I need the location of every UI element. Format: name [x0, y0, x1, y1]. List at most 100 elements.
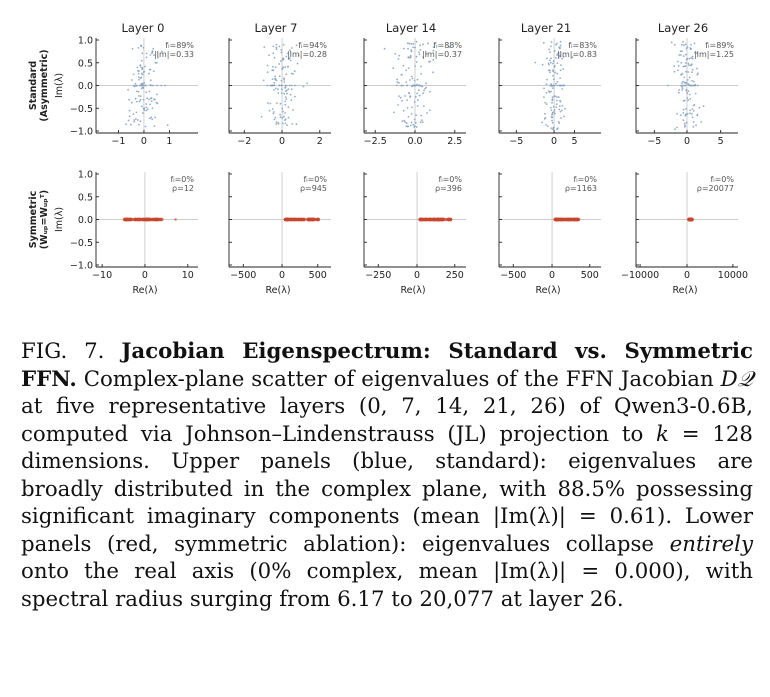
- eigenvalue-point: [696, 84, 699, 87]
- eigenvalue-point: [397, 58, 400, 60]
- eigenvalue-point: [549, 59, 551, 62]
- eigenvalue-point: [150, 84, 153, 87]
- eigenvalue-point: [432, 217, 436, 222]
- eigenvalue-point: [316, 217, 321, 222]
- eigenvalue-point: [686, 97, 689, 99]
- eigenvalue-point: [559, 40, 562, 43]
- eigenvalue-point: [284, 96, 287, 98]
- eigenvalue-point: [570, 217, 574, 222]
- eigenvalue-point: [274, 75, 276, 78]
- eigenvalue-point: [550, 109, 553, 111]
- eigenvalue-point: [271, 78, 274, 80]
- eigenvalue-point: [285, 73, 288, 76]
- eigenvalue-point: [138, 76, 140, 79]
- eigenvalue-point: [137, 119, 139, 121]
- eigenvalue-point: [552, 111, 554, 114]
- eigenvalue-point: [405, 81, 408, 84]
- y-tick-label: 0.5: [78, 192, 93, 203]
- eigenvalue-point: [556, 96, 558, 98]
- eigenvalue-point: [420, 114, 423, 117]
- eigenvalue-point: [137, 72, 140, 75]
- eigenvalue-point: [151, 50, 154, 53]
- symmetric-panel-4: −10000 0 10000 fₗ=0%ρ=20077 Re(λ): [621, 172, 748, 296]
- caption-math-jacobian: D𝒬: [720, 366, 753, 392]
- eigenvalue-point: [414, 84, 416, 87]
- stat-spectral-radius: ρ=20077: [697, 184, 734, 193]
- eigenvalue-point: [555, 103, 558, 105]
- eigenvalue-point: [418, 84, 421, 87]
- eigenvalue-point: [702, 105, 705, 108]
- eigenvalue-point: [691, 57, 694, 60]
- eigenvalue-point: [687, 71, 690, 73]
- eigenvalue-point: [700, 121, 703, 123]
- y-tick-label: −1.0: [70, 261, 93, 272]
- x-tick-label: 2.5: [447, 136, 462, 147]
- x-tick-label: 0: [414, 270, 420, 281]
- eigenvalue-point: [678, 89, 680, 91]
- eigenvalue-point: [544, 101, 547, 104]
- x-tick-label: 2: [317, 136, 323, 147]
- eigenvalue-point: [682, 108, 685, 111]
- eigenvalue-point: [273, 81, 276, 84]
- x-tick-label: 5: [718, 136, 724, 147]
- eigenvalue-point: [128, 115, 131, 118]
- eigenvalue-point: [556, 62, 559, 64]
- eigenvalue-point: [553, 109, 556, 111]
- standard-panel-4: −5 0 5 fₗ=89%|Im|=1.25: [635, 38, 738, 147]
- eigenvalue-point: [290, 47, 293, 49]
- eigenvalue-point: [284, 112, 286, 114]
- standard-panel-2: −2.5 0.0 2.5 fₗ=88%|Im|=0.37: [363, 38, 466, 147]
- eigenvalue-point: [416, 83, 418, 86]
- eigenvalue-point: [411, 106, 413, 109]
- eigenvalue-point: [551, 113, 554, 116]
- eigenvalue-point: [289, 57, 291, 59]
- eigenvalue-point: [691, 116, 694, 119]
- caption-math-k: k: [656, 421, 669, 447]
- eigenvalue-point: [410, 50, 413, 53]
- eigenvalue-point: [554, 65, 556, 67]
- eigenvalue-point: [266, 84, 269, 87]
- eigenvalue-point: [139, 77, 142, 80]
- eigenvalue-point: [278, 63, 280, 65]
- eigenvalue-point: [297, 54, 300, 57]
- eigenvalue-point: [686, 92, 689, 95]
- eigenvalue-point: [151, 84, 154, 87]
- eigenvalue-point: [283, 77, 285, 80]
- eigenvalue-point: [429, 90, 431, 93]
- eigenvalue-point: [409, 55, 412, 58]
- eigenvalue-point: [420, 73, 423, 75]
- caption-text-1: Complex-plane scatter of eigenvalues of …: [83, 366, 714, 392]
- stat-fraction-complex: fₗ=0%: [170, 175, 194, 184]
- eigenvalue-point: [128, 98, 131, 101]
- eigenvalue-point: [145, 52, 148, 55]
- eigenvalue-point: [134, 82, 137, 85]
- eigenvalue-point: [396, 81, 399, 84]
- eigenvalue-point: [680, 61, 683, 64]
- eigenvalue-point: [559, 110, 562, 113]
- eigenvalue-point: [140, 84, 143, 87]
- eigenvalue-point: [154, 217, 159, 222]
- eigenvalue-point: [682, 119, 685, 122]
- eigenvalue-point: [143, 70, 146, 73]
- eigenvalue-point: [267, 102, 269, 104]
- eigenvalue-point: [280, 60, 282, 62]
- figure-plot-grid: Layer 0 Layer 7 Layer 14 Layer 21 Layer 26 St…: [28, 21, 748, 296]
- eigenvalue-point: [294, 95, 296, 98]
- eigenvalue-point: [545, 83, 548, 85]
- eigenvalue-point: [688, 76, 691, 79]
- eigenvalue-point: [418, 89, 420, 92]
- eigenvalue-point: [311, 217, 315, 222]
- eigenvalue-point: [552, 75, 554, 77]
- eigenvalue-point: [272, 112, 275, 115]
- eigenvalue-point: [152, 70, 155, 72]
- eigenvalue-point: [284, 66, 287, 69]
- eigenvalue-point: [420, 65, 422, 68]
- caption-text-4: onto the real axis (0% complex, mean |Im…: [21, 559, 753, 612]
- eigenvalue-point: [561, 84, 564, 87]
- eigenvalue-point: [551, 121, 554, 124]
- eigenvalue-point: [416, 78, 419, 81]
- eigenvalue-point: [403, 119, 406, 122]
- eigenvalue-point: [279, 116, 282, 119]
- eigenvalue-point: [392, 67, 395, 69]
- eigenvalue-point: [419, 49, 422, 51]
